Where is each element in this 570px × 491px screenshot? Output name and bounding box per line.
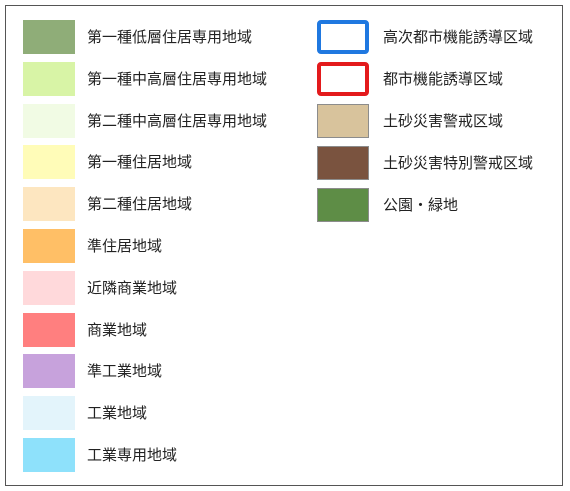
boundary-outline-swatch xyxy=(317,20,369,54)
zoning-label: 第二種中高層住居専用地域 xyxy=(87,112,268,130)
zoning-label: 第一種低層住居専用地域 xyxy=(87,28,253,46)
area-legend-item: 土砂災害警戒区域 xyxy=(317,104,570,140)
legend-panel: 第一種低層住居専用地域 第一種中高層住居専用地域 第二種中高層住居専用地域 第一種住居… xyxy=(5,5,563,486)
zoning-color-swatch xyxy=(23,62,75,96)
zoning-legend-item: 第二種住居地域 xyxy=(23,187,303,223)
zoning-color-swatch xyxy=(23,438,75,472)
zoning-legend-item: 工業地域 xyxy=(23,396,303,432)
area-legend-item: 高次都市機能誘導区域 xyxy=(317,20,570,56)
area-label: 公園・緑地 xyxy=(383,196,459,214)
area-color-swatch xyxy=(317,104,369,138)
zoning-label: 第一種中高層住居専用地域 xyxy=(87,70,268,88)
zoning-color-swatch xyxy=(23,313,75,347)
zoning-legend-item: 工業専用地域 xyxy=(23,438,303,474)
zoning-label: 近隣商業地域 xyxy=(87,279,178,297)
zoning-color-swatch xyxy=(23,229,75,263)
zoning-legend-item: 第一種住居地域 xyxy=(23,145,303,181)
zoning-label: 第二種住居地域 xyxy=(87,195,193,213)
area-label: 土砂災害特別警戒区域 xyxy=(383,154,534,172)
zoning-color-swatch xyxy=(23,145,75,179)
zoning-color-swatch xyxy=(23,271,75,305)
zoning-label: 工業地域 xyxy=(87,404,148,422)
zoning-legend-item: 準住居地域 xyxy=(23,229,303,265)
area-legend-item: 公園・緑地 xyxy=(317,188,570,224)
zoning-color-swatch xyxy=(23,104,75,138)
zoning-label: 準住居地域 xyxy=(87,237,163,255)
zoning-color-swatch xyxy=(23,354,75,388)
zoning-legend-item: 第一種低層住居専用地域 xyxy=(23,20,303,56)
boundary-outline-swatch xyxy=(317,62,369,96)
zoning-legend-item: 商業地域 xyxy=(23,313,303,349)
zoning-label: 準工業地域 xyxy=(87,362,163,380)
zoning-color-swatch xyxy=(23,396,75,430)
zoning-color-swatch xyxy=(23,20,75,54)
area-legend-item: 土砂災害特別警戒区域 xyxy=(317,146,570,182)
area-color-swatch xyxy=(317,146,369,180)
area-label: 高次都市機能誘導区域 xyxy=(383,28,534,46)
area-label: 都市機能誘導区域 xyxy=(383,70,504,88)
zoning-label: 第一種住居地域 xyxy=(87,153,193,171)
area-legend-item: 都市機能誘導区域 xyxy=(317,62,570,98)
zoning-legend-item: 第二種中高層住居専用地域 xyxy=(23,104,303,140)
zoning-legend-item: 近隣商業地域 xyxy=(23,271,303,307)
zoning-label: 商業地域 xyxy=(87,321,148,339)
zoning-label: 工業専用地域 xyxy=(87,446,178,464)
area-color-swatch xyxy=(317,188,369,222)
zoning-legend-item: 第一種中高層住居専用地域 xyxy=(23,62,303,98)
area-label: 土砂災害警戒区域 xyxy=(383,112,504,130)
zoning-color-swatch xyxy=(23,187,75,221)
zoning-legend-item: 準工業地域 xyxy=(23,354,303,390)
